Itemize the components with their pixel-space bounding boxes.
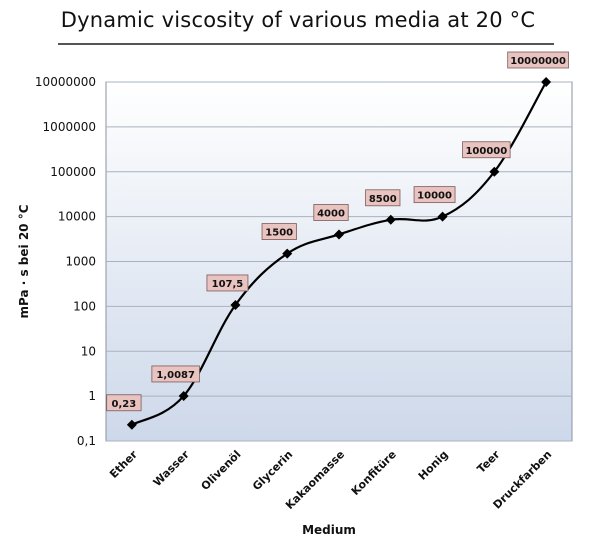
y-tick-label: 1000 — [65, 255, 96, 269]
x-tick-label: Teer — [475, 448, 503, 476]
y-tick-label: 1000000 — [43, 120, 96, 134]
data-point — [178, 390, 189, 401]
y-tick-label: 10 — [81, 344, 96, 358]
data-label: 100000 — [462, 141, 511, 159]
data-point — [489, 166, 500, 177]
data-label-text: 4000 — [317, 208, 345, 219]
data-label-text: 10000000 — [510, 56, 566, 67]
data-label-box — [313, 204, 349, 221]
x-tick-label: Glycerin — [250, 448, 295, 493]
data-label: 10000000 — [507, 51, 569, 69]
title-container: Dynamic viscosity of various media at 20… — [0, 8, 596, 32]
x-tick-label: Wasser — [151, 448, 193, 490]
data-label: 4000 — [313, 204, 349, 221]
data-label-text: 0,23 — [112, 399, 137, 410]
y-tick-labels: 0,1 1 10 100 1000 10000 100000 1000000 10000000 — [35, 75, 96, 448]
y-tick-label: 10000 — [58, 210, 96, 224]
x-tick-label: Olivenöl — [199, 448, 244, 493]
data-label-box — [106, 394, 142, 412]
data-label-box — [206, 274, 249, 292]
data-labels: 0,23 1,0087 107,5 1500 4000 8500 10000 100000 10… — [106, 51, 569, 412]
y-tick-label: 10000000 — [35, 75, 96, 89]
y-axis-label: mPa · s bei 20 °C — [17, 204, 31, 318]
data-label-text: 1,0087 — [156, 370, 195, 381]
data-point — [126, 419, 137, 430]
data-label-box — [365, 189, 401, 207]
series-markers — [126, 77, 552, 430]
chart-title: Dynamic viscosity of various media at 20… — [60, 8, 536, 32]
y-tick-label: 100000 — [50, 165, 96, 179]
data-label: 1500 — [261, 223, 297, 240]
y-tick-label: 0,1 — [77, 434, 96, 448]
data-label: 0,23 — [106, 394, 142, 412]
data-label-text: 1500 — [265, 228, 293, 239]
data-label: 1,0087 — [151, 365, 200, 383]
data-label-text: 10000 — [417, 191, 452, 202]
data-label-box — [413, 186, 456, 204]
data-label: 107,5 — [206, 274, 249, 292]
data-point — [541, 77, 552, 87]
data-label-text: 8500 — [369, 194, 397, 205]
y-tick-label: 100 — [73, 299, 96, 313]
data-label-text: 100000 — [465, 146, 507, 157]
data-point — [230, 299, 241, 310]
data-label-box — [151, 365, 200, 383]
data-label-text: 107,5 — [212, 279, 244, 290]
data-point — [334, 229, 344, 240]
data-point — [385, 214, 396, 225]
x-axis-label: Medium — [302, 523, 356, 537]
data-point — [282, 248, 293, 259]
x-tick-label: Konfitüre — [349, 448, 399, 498]
x-tick-label: Honig — [416, 448, 451, 483]
data-point — [437, 211, 448, 222]
title-underline — [58, 43, 554, 45]
data-label: 10000 — [413, 186, 456, 204]
x-tick-label: Ether — [107, 448, 140, 481]
data-label: 8500 — [365, 189, 401, 207]
data-label-box — [462, 141, 511, 159]
data-label-box — [261, 223, 297, 240]
data-label-box — [507, 51, 569, 69]
y-tick-label: 1 — [88, 389, 96, 403]
